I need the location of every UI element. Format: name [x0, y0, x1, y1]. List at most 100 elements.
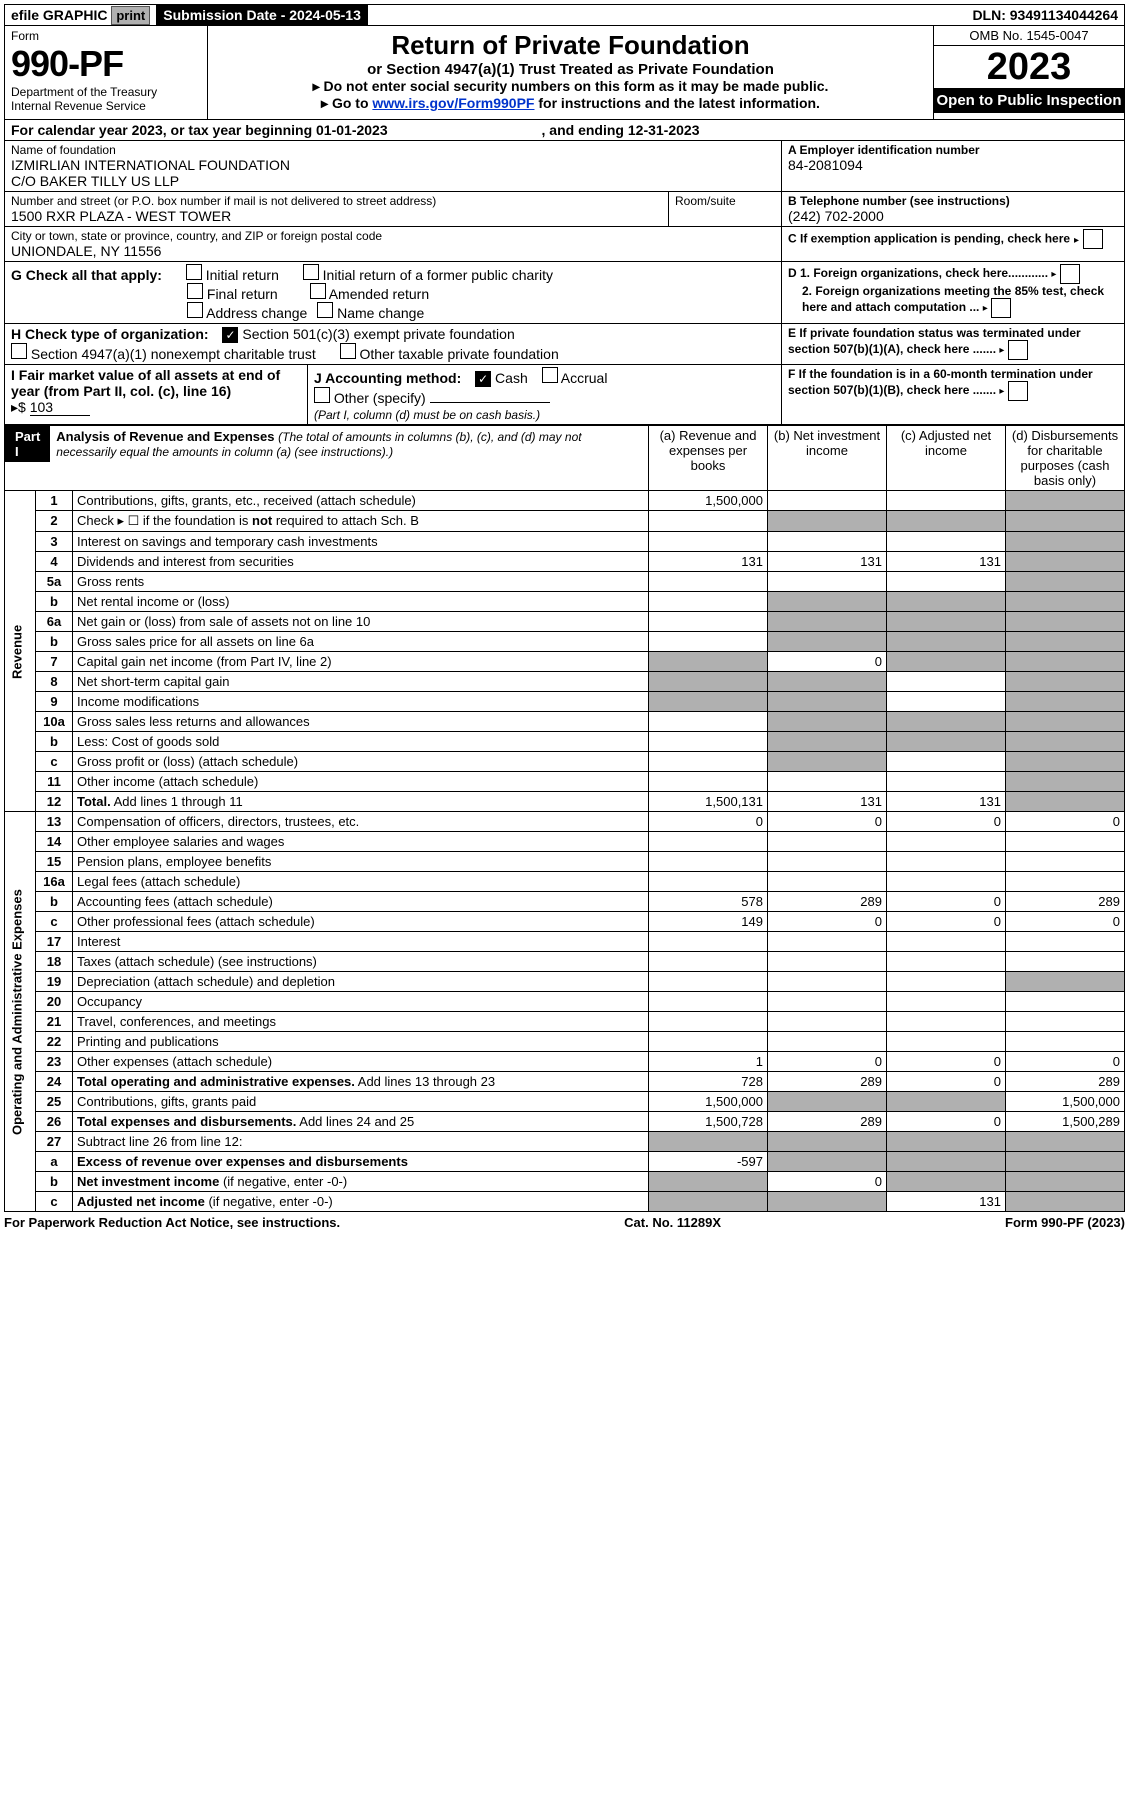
table-row: 9Income modifications — [5, 692, 1125, 712]
amount-cell: 0 — [1006, 1052, 1125, 1072]
i-label: I Fair market value of all assets at end… — [11, 367, 280, 399]
amount-cell — [1006, 1012, 1125, 1032]
g-label: G Check all that apply: — [11, 267, 162, 283]
row-desc: Income modifications — [73, 692, 649, 712]
amount-cell — [887, 511, 1006, 532]
amount-cell: 1,500,289 — [1006, 1112, 1125, 1132]
amount-cell — [768, 712, 887, 732]
addr-value: 1500 RXR PLAZA - WEST TOWER — [11, 208, 662, 224]
h-cell: H Check type of organization: ✓ Section … — [5, 324, 782, 364]
amount-cell — [1006, 732, 1125, 752]
row-number: 3 — [36, 532, 73, 552]
d1-label: D 1. Foreign organizations, check here..… — [788, 266, 1048, 280]
room-cell: Room/suite — [669, 192, 782, 226]
amount-cell: 1,500,000 — [649, 491, 768, 511]
checkbox-other-tax[interactable] — [340, 343, 356, 359]
amount-cell: 0 — [887, 1072, 1006, 1092]
amount-cell — [649, 832, 768, 852]
amount-cell — [768, 772, 887, 792]
amount-cell — [768, 952, 887, 972]
amount-cell — [649, 1132, 768, 1152]
arrow-icon — [1051, 266, 1056, 280]
amount-cell — [649, 712, 768, 732]
checkbox-initial-former[interactable] — [303, 264, 319, 280]
entity-row3: City or town, state or province, country… — [4, 227, 1125, 262]
tel-label: B Telephone number (see instructions) — [788, 194, 1118, 208]
checkbox-f[interactable] — [1008, 381, 1028, 401]
city-cell: City or town, state or province, country… — [5, 227, 782, 261]
row-desc: Capital gain net income (from Part IV, l… — [73, 652, 649, 672]
amount-cell — [1006, 572, 1125, 592]
checkbox-other-method[interactable] — [314, 387, 330, 403]
checkbox-addr-change[interactable] — [187, 302, 203, 318]
row-desc: Depreciation (attach schedule) and deple… — [73, 972, 649, 992]
checkbox-name-change[interactable] — [317, 302, 333, 318]
table-row: 27Subtract line 26 from line 12: — [5, 1132, 1125, 1152]
row-number: b — [36, 892, 73, 912]
amount-cell — [1006, 652, 1125, 672]
amount-cell: 289 — [1006, 1072, 1125, 1092]
row-number: 21 — [36, 1012, 73, 1032]
checkbox-cash[interactable]: ✓ — [475, 371, 491, 387]
amount-cell — [887, 1172, 1006, 1192]
table-row: 2Check ▸ ☐ if the foundation is not requ… — [5, 511, 1125, 532]
row-number: 19 — [36, 972, 73, 992]
amount-cell: 1,500,131 — [649, 792, 768, 812]
header-mid: Return of Private Foundation or Section … — [208, 26, 933, 119]
amount-cell — [649, 532, 768, 552]
amount-cell — [649, 511, 768, 532]
checkbox-e[interactable] — [1008, 340, 1028, 360]
row-desc: Interest on savings and temporary cash i… — [73, 532, 649, 552]
row-desc: Taxes (attach schedule) (see instruction… — [73, 952, 649, 972]
amount-cell: 1,500,000 — [649, 1092, 768, 1112]
amount-cell: 131 — [649, 552, 768, 572]
row-desc: Contributions, gifts, grants paid — [73, 1092, 649, 1112]
row-desc: Gross sales price for all assets on line… — [73, 632, 649, 652]
checkbox-final[interactable] — [187, 283, 203, 299]
amount-cell — [768, 752, 887, 772]
amount-cell — [649, 632, 768, 652]
dept: Department of the Treasury — [11, 85, 201, 99]
amount-cell — [768, 532, 887, 552]
revenue-side-label: Revenue — [5, 491, 36, 812]
checkbox-accrual[interactable] — [542, 367, 558, 383]
amount-cell: 1 — [649, 1052, 768, 1072]
table-row: aExcess of revenue over expenses and dis… — [5, 1152, 1125, 1172]
amount-cell — [768, 692, 887, 712]
amount-cell — [649, 1032, 768, 1052]
row-number: 7 — [36, 652, 73, 672]
checkbox-d1[interactable] — [1060, 264, 1080, 284]
j-other: Other (specify) — [334, 390, 426, 406]
irs: Internal Revenue Service — [11, 99, 201, 113]
checkbox-4947[interactable] — [11, 343, 27, 359]
form-url-link[interactable]: www.irs.gov/Form990PF — [372, 95, 534, 111]
table-row: 23Other expenses (attach schedule)1000 — [5, 1052, 1125, 1072]
checkbox-d2[interactable] — [991, 298, 1011, 318]
name-label: Name of foundation — [11, 143, 775, 157]
checkbox-c[interactable] — [1083, 229, 1103, 249]
amount-cell — [887, 592, 1006, 612]
amount-cell — [887, 772, 1006, 792]
c-label: C If exemption application is pending, c… — [788, 232, 1070, 246]
print-button[interactable]: print — [111, 6, 150, 25]
checkbox-amended[interactable] — [310, 283, 326, 299]
table-row: 15Pension plans, employee benefits — [5, 852, 1125, 872]
j-cash: Cash — [495, 370, 528, 386]
h-opt3: Other taxable private foundation — [360, 346, 559, 362]
checkbox-501c3[interactable]: ✓ — [222, 327, 238, 343]
amount-cell — [887, 992, 1006, 1012]
i-prefix: ▸$ — [11, 399, 26, 415]
amount-cell — [649, 692, 768, 712]
table-row: 6aNet gain or (loss) from sale of assets… — [5, 612, 1125, 632]
row-desc: Check ▸ ☐ if the foundation is not requi… — [73, 511, 649, 532]
row-number: 25 — [36, 1092, 73, 1112]
amount-cell — [768, 1012, 887, 1032]
amount-cell — [887, 752, 1006, 772]
entity-row2: Number and street (or P.O. box number if… — [4, 192, 1125, 227]
amount-cell: 0 — [768, 812, 887, 832]
checkbox-initial[interactable] — [186, 264, 202, 280]
amount-cell — [1006, 532, 1125, 552]
e-cell: E If private foundation status was termi… — [782, 324, 1124, 364]
j-note: (Part I, column (d) must be on cash basi… — [314, 408, 540, 422]
table-row: 10aGross sales less returns and allowanc… — [5, 712, 1125, 732]
